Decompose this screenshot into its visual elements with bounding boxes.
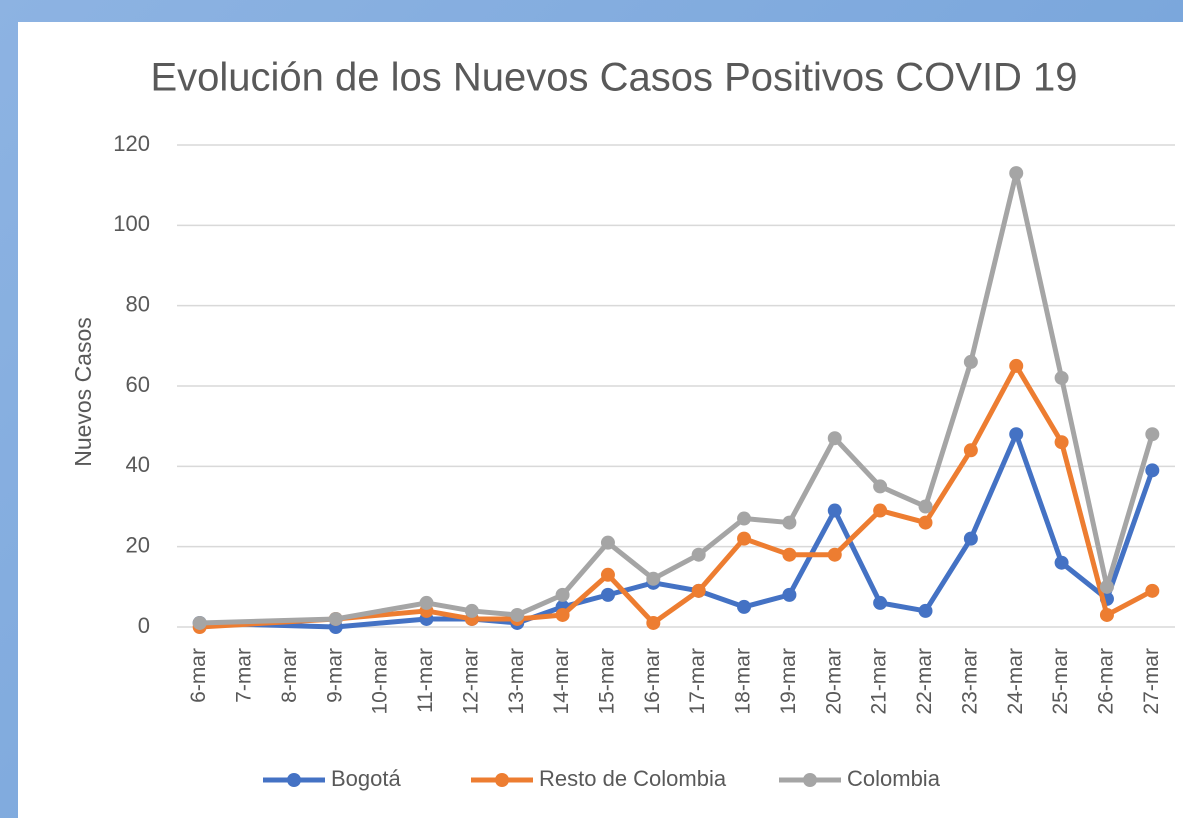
- x-tick-label: 13-mar: [505, 648, 528, 715]
- data-point: [555, 607, 570, 622]
- chart-title: Evolución de los Nuevos Casos Positivos …: [150, 56, 1077, 100]
- x-tick-label: 15-mar: [596, 648, 619, 715]
- data-point: [827, 503, 842, 518]
- x-tick-label: 20-mar: [822, 648, 845, 715]
- x-tick-label: 10-mar: [369, 648, 392, 715]
- data-point: [782, 515, 797, 530]
- x-tick-label: 17-mar: [686, 648, 709, 715]
- data-point: [1099, 579, 1114, 594]
- legend-label: Bogotá: [331, 766, 401, 791]
- x-tick-label: 6-mar: [187, 648, 210, 703]
- x-tick-label: 16-mar: [641, 648, 664, 715]
- data-point: [1054, 435, 1069, 450]
- y-tick-label: 120: [113, 131, 150, 156]
- legend-label: Colombia: [847, 766, 941, 791]
- data-point: [827, 431, 842, 446]
- data-point: [963, 531, 978, 546]
- data-point: [691, 547, 706, 562]
- data-point: [1145, 583, 1160, 598]
- data-point: [1009, 166, 1024, 181]
- data-point: [646, 571, 661, 586]
- data-point: [646, 615, 661, 630]
- data-point: [192, 615, 207, 630]
- y-tick-label: 20: [126, 532, 150, 557]
- x-tick-label: 19-mar: [777, 648, 800, 715]
- data-point: [918, 603, 933, 618]
- legend-marker: [803, 773, 817, 787]
- x-tick-label: 9-mar: [323, 648, 346, 703]
- legend-label: Resto de Colombia: [539, 766, 727, 791]
- y-tick-label: 80: [126, 291, 150, 316]
- x-tick-label: 11-mar: [414, 648, 437, 713]
- data-point: [555, 587, 570, 602]
- x-tick-label: 21-mar: [868, 648, 891, 715]
- x-tick-label: 8-mar: [278, 648, 301, 703]
- data-point: [1145, 463, 1160, 478]
- data-point: [1099, 607, 1114, 622]
- data-point: [419, 595, 434, 610]
- data-point: [782, 547, 797, 562]
- x-tick-label: 12-mar: [459, 648, 482, 715]
- data-point: [1054, 555, 1069, 570]
- data-point: [328, 611, 343, 626]
- y-tick-label: 0: [138, 613, 150, 638]
- x-tick-label: 22-mar: [913, 648, 936, 715]
- data-point: [918, 499, 933, 514]
- x-tick-label: 24-mar: [1004, 648, 1027, 715]
- x-tick-label: 7-mar: [233, 648, 256, 703]
- data-point: [873, 479, 888, 494]
- data-point: [782, 587, 797, 602]
- x-tick-label: 25-mar: [1049, 648, 1072, 715]
- x-tick-label: 26-mar: [1095, 648, 1118, 715]
- data-point: [737, 531, 752, 546]
- x-tick-label: 27-mar: [1140, 648, 1163, 715]
- data-point: [918, 515, 933, 530]
- legend-marker: [287, 773, 301, 787]
- data-point: [1009, 358, 1024, 373]
- data-point: [737, 511, 752, 526]
- data-point: [873, 595, 888, 610]
- data-point: [691, 583, 706, 598]
- data-point: [873, 503, 888, 518]
- data-point: [600, 535, 615, 550]
- data-point: [1009, 427, 1024, 442]
- y-tick-label: 100: [113, 211, 150, 236]
- data-point: [963, 354, 978, 369]
- data-point: [827, 547, 842, 562]
- x-tick-label: 14-mar: [550, 648, 573, 715]
- data-point: [1145, 427, 1160, 442]
- data-point: [600, 587, 615, 602]
- y-axis-label: Nuevos Casos: [70, 317, 96, 467]
- legend-marker: [495, 773, 509, 787]
- data-point: [963, 443, 978, 458]
- data-point: [464, 603, 479, 618]
- y-tick-label: 40: [126, 452, 150, 477]
- data-point: [600, 567, 615, 582]
- x-tick-label: 18-mar: [732, 648, 755, 715]
- data-point: [510, 607, 525, 622]
- x-tick-label: 23-mar: [958, 648, 981, 715]
- y-tick-label: 60: [126, 372, 150, 397]
- data-point: [737, 599, 752, 614]
- data-point: [1054, 370, 1069, 385]
